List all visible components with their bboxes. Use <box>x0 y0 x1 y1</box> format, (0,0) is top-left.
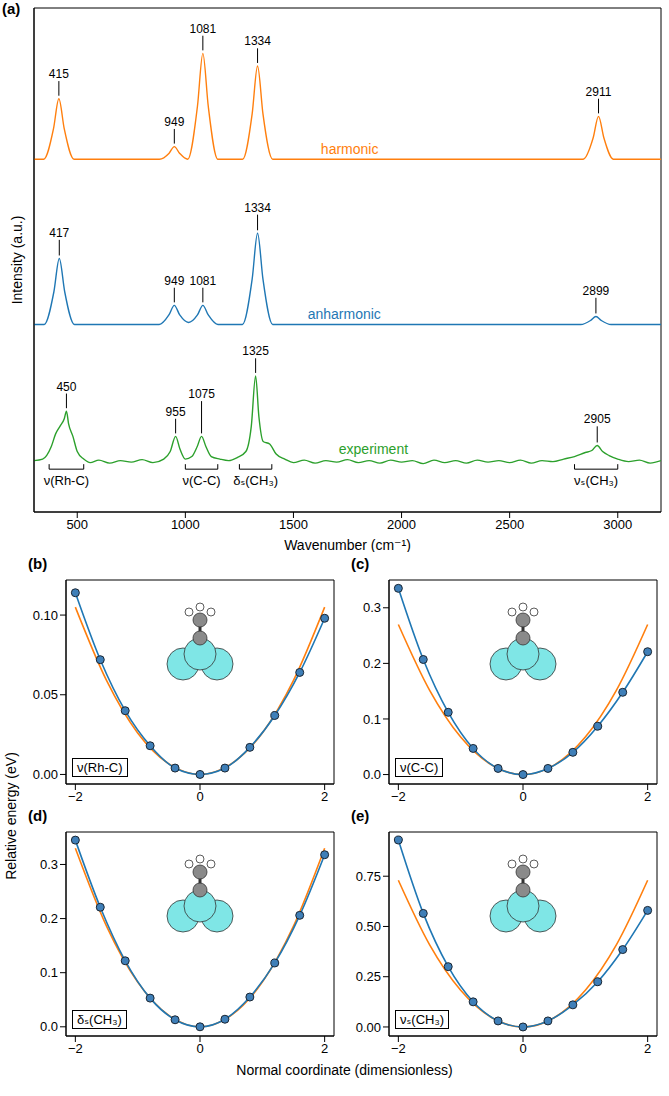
svg-text:2: 2 <box>644 1041 651 1056</box>
svg-text:0: 0 <box>196 1041 203 1056</box>
html-text:Relative energy (eV): Relative energy (eV) <box>3 752 19 880</box>
svg-text:1334: 1334 <box>244 201 271 215</box>
svg-text:0.0: 0.0 <box>363 767 381 782</box>
svg-text:0.10: 0.10 <box>33 608 58 623</box>
svg-text:Wavenumber (cm⁻¹): Wavenumber (cm⁻¹) <box>284 537 411 552</box>
svg-text:0: 0 <box>519 1041 526 1056</box>
html-text:(d): (d) <box>28 807 48 824</box>
svg-text:2: 2 <box>644 789 651 804</box>
svg-text:2: 2 <box>321 789 328 804</box>
svg-text:0: 0 <box>519 789 526 804</box>
svg-text:1081: 1081 <box>190 22 217 36</box>
svg-text:1081: 1081 <box>190 274 217 288</box>
svg-text:0.50: 0.50 <box>356 919 381 934</box>
svg-text:2500: 2500 <box>495 517 524 532</box>
svg-text:0.3: 0.3 <box>40 857 58 872</box>
html-text:(b): (b) <box>28 555 48 572</box>
html-text:ν(Rh-C): ν(Rh-C) <box>77 760 123 775</box>
html-text:(c): (c) <box>351 555 370 572</box>
svg-text:1000: 1000 <box>171 517 200 532</box>
svg-text:2000: 2000 <box>387 517 416 532</box>
svg-text:955: 955 <box>166 405 186 419</box>
svg-text:0.25: 0.25 <box>356 969 381 984</box>
svg-text:−2: −2 <box>68 789 83 804</box>
svg-text:0.3: 0.3 <box>363 600 381 615</box>
svg-text:experiment: experiment <box>339 441 408 457</box>
svg-text:0.75: 0.75 <box>356 869 381 884</box>
svg-text:2899: 2899 <box>583 284 610 298</box>
svg-text:νₛ(CH₃): νₛ(CH₃) <box>574 473 618 488</box>
svg-text:0.00: 0.00 <box>33 767 58 782</box>
svg-text:2: 2 <box>321 1041 328 1056</box>
svg-text:1500: 1500 <box>279 517 308 532</box>
svg-text:0.1: 0.1 <box>363 712 381 727</box>
svg-text:0.0: 0.0 <box>40 1019 58 1034</box>
html-text:δₛ(CH₃): δₛ(CH₃) <box>77 1012 122 1027</box>
svg-text:ν(Rh-C): ν(Rh-C) <box>44 473 90 488</box>
svg-text:Intensity (a.u.): Intensity (a.u.) <box>9 216 25 305</box>
svg-text:−2: −2 <box>68 1041 83 1056</box>
svg-text:415: 415 <box>49 67 69 81</box>
svg-text:1075: 1075 <box>188 387 215 401</box>
html-text:ν(C-C): ν(C-C) <box>400 760 439 775</box>
svg-text:0.2: 0.2 <box>40 911 58 926</box>
svg-text:949: 949 <box>164 115 184 129</box>
svg-text:0.00: 0.00 <box>356 1020 381 1035</box>
svg-text:2905: 2905 <box>584 412 611 426</box>
svg-text:0.2: 0.2 <box>363 656 381 671</box>
svg-text:δₛ(CH₃): δₛ(CH₃) <box>233 473 278 488</box>
svg-text:−2: −2 <box>391 1041 406 1056</box>
svg-text:949: 949 <box>164 274 184 288</box>
html-text:Normal coordinate (dimensionle: Normal coordinate (dimensionless) <box>236 1062 453 1078</box>
svg-text:1334: 1334 <box>244 34 271 48</box>
html-text:νₛ(CH₃): νₛ(CH₃) <box>400 1012 445 1027</box>
svg-text:2911: 2911 <box>586 85 612 99</box>
svg-text:0.1: 0.1 <box>40 965 58 980</box>
svg-text:ν(C-C): ν(C-C) <box>182 473 220 488</box>
svg-text:anharmonic: anharmonic <box>308 306 381 322</box>
html-text:(a): (a) <box>2 0 21 17</box>
svg-text:0: 0 <box>196 789 203 804</box>
svg-text:harmonic: harmonic <box>321 141 379 157</box>
svg-text:500: 500 <box>66 517 88 532</box>
svg-text:3000: 3000 <box>603 517 632 532</box>
svg-text:417: 417 <box>49 226 69 240</box>
svg-text:1325: 1325 <box>242 344 269 358</box>
svg-text:0.05: 0.05 <box>33 687 58 702</box>
html-text:(e): (e) <box>351 807 370 824</box>
svg-text:450: 450 <box>56 380 76 394</box>
svg-text:−2: −2 <box>391 789 406 804</box>
